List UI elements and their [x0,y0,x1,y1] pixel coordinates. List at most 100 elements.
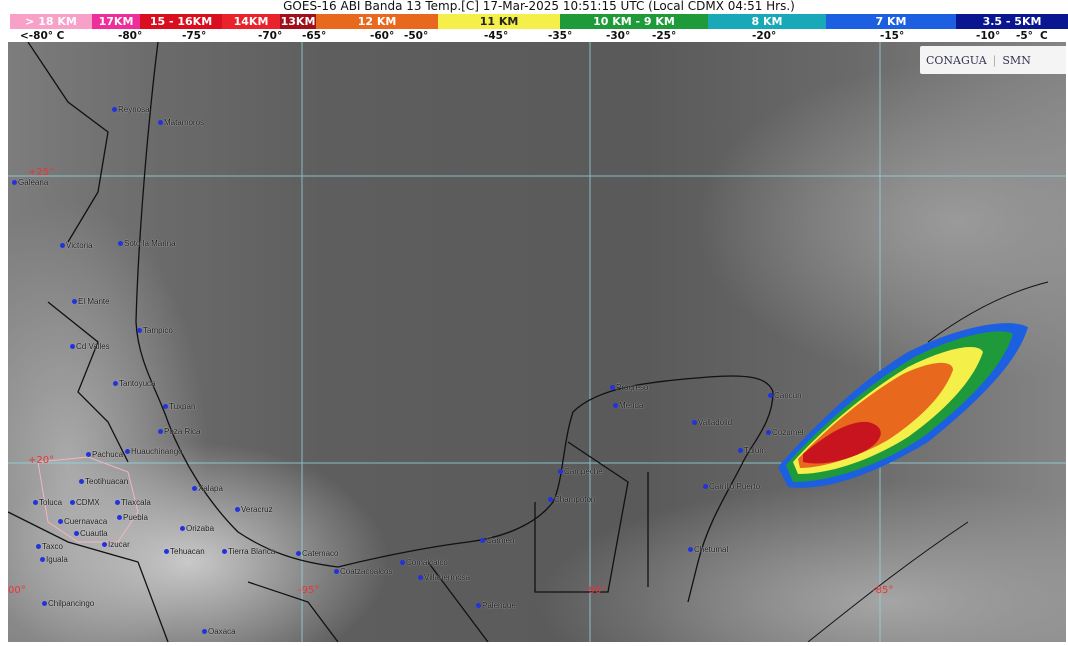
city-marker-icon [118,241,123,246]
city-label: Izucar [102,540,130,549]
city-label: Puebla [117,513,148,522]
city-label: Orizaba [180,524,214,533]
city-marker-icon [334,569,339,574]
grid-coordinate-label: +25° [28,167,55,178]
city-label: Huauchinango [125,447,183,456]
city-marker-icon [202,629,207,634]
city-label: El Mante [72,297,110,306]
city-name: Toluca [39,498,63,507]
city-marker-icon [692,420,697,425]
temperature-label: <-80° C [20,30,65,42]
city-marker-icon [180,526,185,531]
city-label: Champoton [548,495,595,504]
city-name: Tampico [143,326,173,335]
city-marker-icon [60,243,65,248]
city-marker-icon [115,500,120,505]
legend-swatch: 14KM [222,14,280,29]
city-label: Oaxaca [202,627,236,636]
city-marker-icon [70,344,75,349]
city-name: Progreso [616,383,649,392]
legend-swatch: 11 KM [438,14,560,29]
city-label: Carrillo Puerto [703,482,760,491]
city-marker-icon [42,601,47,606]
city-marker-icon [117,515,122,520]
temperature-label: -10° [976,30,1001,42]
city-label: Xalapa [192,484,223,493]
city-name: Izucar [108,540,130,549]
city-marker-icon [33,500,38,505]
city-label: Taxco [36,542,63,551]
city-name: Chetumal [694,545,729,554]
city-name: Chilpancingo [48,599,95,608]
legend-swatch: 15 - 16KM [140,14,222,29]
city-label: Pachuca [86,450,124,459]
temperature-label: -25° [652,30,677,42]
city-marker-icon [12,180,17,185]
city-name: Xalapa [198,484,223,493]
temperature-label: -80° [118,30,143,42]
city-name: Reynosa [118,105,150,114]
city-name: Poza Rica [164,427,201,436]
city-name: Merida [619,401,644,410]
city-label: Toluca [33,498,63,507]
legend-swatch: 17KM [92,14,140,29]
city-marker-icon [418,575,423,580]
city-marker-icon [40,557,45,562]
temperature-label: -5° [1016,30,1033,42]
city-label: Tlaxcala [115,498,151,507]
city-name: Cozumel [772,428,804,437]
city-label: Chilpancingo [42,599,95,608]
city-name: Cancun [774,391,802,400]
city-marker-icon [703,484,708,489]
city-marker-icon [112,107,117,112]
city-label: Carmen [480,536,515,545]
city-marker-icon [158,429,163,434]
city-label: Soto la Marina [118,239,176,248]
city-marker-icon [688,547,693,552]
city-name: Matamoros [164,118,205,127]
city-label: Valladolid [692,418,732,427]
city-marker-icon [86,452,91,457]
temperature-label: -65° [302,30,327,42]
temperature-label: -35° [548,30,573,42]
city-label: Merida [613,401,644,410]
city-label: Galeana [12,178,49,187]
city-name: Victoria [66,241,93,250]
city-name: Veracruz [241,505,273,514]
city-label: Tantoyuca [113,379,155,388]
city-name: Carmen [486,536,515,545]
city-marker-icon [163,404,168,409]
city-name: Huauchinango [131,447,183,456]
city-label: Teotihuacan [79,477,128,486]
legend-swatch: > 18 KM [10,14,92,29]
legend-swatch: 3.5 - 5KM [956,14,1068,29]
city-name: Soto la Marina [124,239,176,248]
city-name: Cuernavaca [64,517,108,526]
city-name: Tehuacan [170,547,205,556]
city-marker-icon [480,538,485,543]
city-label: Veracruz [235,505,273,514]
city-marker-icon [400,560,405,565]
city-marker-icon [36,544,41,549]
city-marker-icon [738,448,743,453]
city-label: Tehuacan [164,547,205,556]
grid-coordinate-label: -90° [585,585,607,596]
city-name: Cd Valles [76,342,110,351]
city-name: Cuautla [80,529,108,538]
city-marker-icon [613,403,618,408]
temperature-label: -15° [880,30,905,42]
city-label: Catemaco [296,549,338,558]
city-label: Cuernavaca [58,517,108,526]
city-marker-icon [72,299,77,304]
city-marker-icon [158,120,163,125]
city-marker-icon [548,497,553,502]
city-name: Galeana [18,178,49,187]
city-label: Tulum [738,446,766,455]
city-marker-icon [137,328,142,333]
city-label: Iguala [40,555,68,564]
city-name: Tulum [744,446,766,455]
city-name: Tierra Blanca [228,547,276,556]
city-name: Campeche [564,467,603,476]
city-name: El Mante [78,297,110,306]
city-name: Pachuca [92,450,124,459]
